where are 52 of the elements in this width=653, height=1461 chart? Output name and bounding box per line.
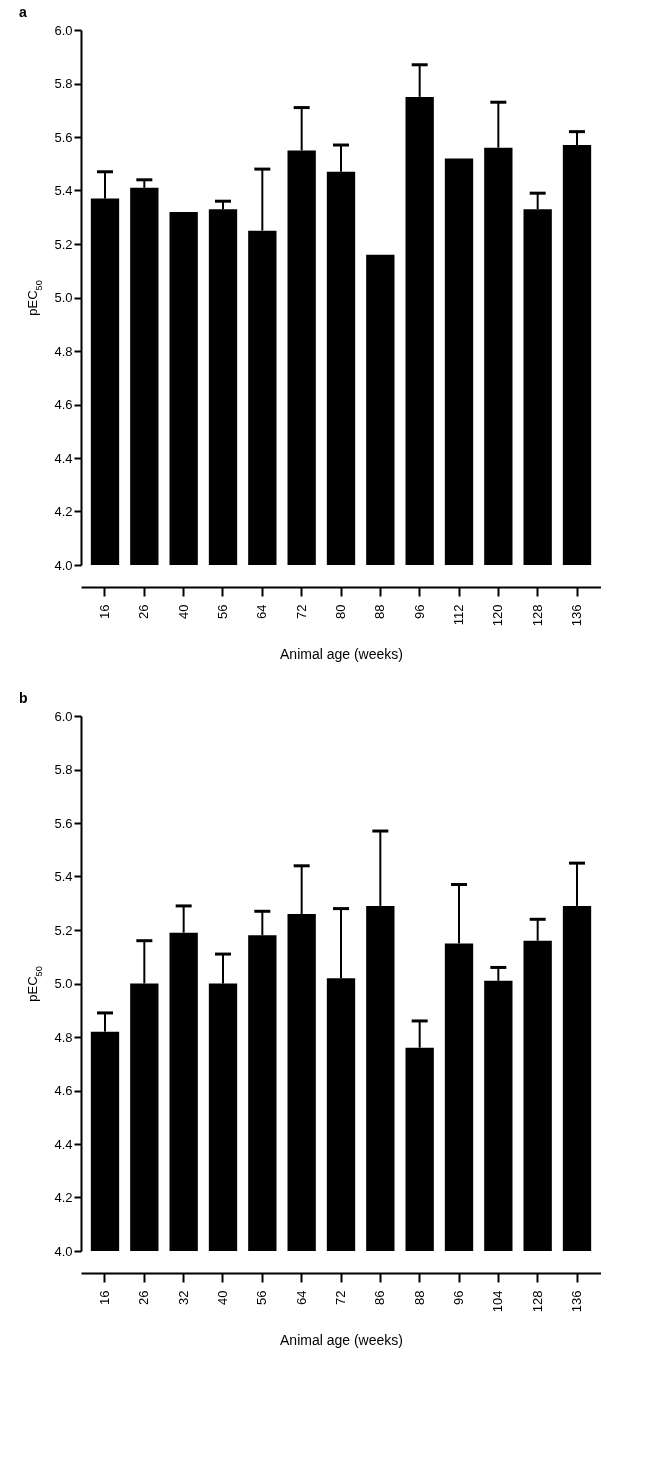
x-tick-label: 86	[372, 1290, 388, 1305]
y-tick-label: 4.8	[54, 1029, 73, 1045]
y-tick-label: 5.4	[54, 869, 73, 884]
y-tick-label: 4.2	[54, 504, 73, 519]
x-tick-label: 112	[451, 604, 466, 626]
y-tick-label: 5.2	[54, 236, 73, 252]
y-tick-label: 4.4	[54, 450, 73, 466]
y-tick-label: 6.0	[54, 22, 73, 38]
y-tick-label: 4.0	[54, 557, 73, 573]
x-tick-label: 72	[333, 1290, 348, 1305]
y-tick-label: 5.0	[54, 290, 73, 305]
x-tick-label: 88	[372, 604, 388, 619]
x-tick-label: 88	[411, 1290, 427, 1305]
x-tick-label: 96	[451, 1290, 466, 1305]
x-tick-label: 128	[529, 604, 545, 627]
y-tick-label: 5.6	[54, 129, 73, 145]
y-tick-label: 5.8	[54, 76, 73, 91]
x-tick-label: 40	[215, 1290, 230, 1305]
y-tick-label: 5.6	[54, 815, 73, 831]
x-tick-label: 80	[333, 604, 348, 619]
x-tick-label: 104	[490, 1290, 506, 1313]
x-tick-label: 64	[254, 604, 270, 619]
x-tick-label: 56	[215, 604, 230, 619]
chart-title: a	[18, 4, 27, 20]
x-tick-label: 56	[254, 1290, 270, 1305]
x-tick-label: 128	[529, 1290, 545, 1313]
x-tick-label: 32	[175, 1290, 191, 1305]
chart-title: b	[18, 690, 28, 706]
y-tick-label: 4.8	[54, 343, 73, 359]
y-tick-label: 5.2	[54, 922, 73, 938]
x-tick-label: 26	[136, 604, 152, 619]
y-tick-label: 4.2	[54, 1190, 73, 1205]
x-tick-label: 16	[96, 604, 112, 619]
x-tick-label: 136	[569, 1290, 585, 1313]
y-tick-label: 5.8	[54, 762, 73, 777]
x-tick-label: 26	[136, 1290, 152, 1305]
y-tick-label: 4.0	[54, 1243, 73, 1259]
y-tick-label: 4.6	[54, 397, 73, 412]
y-tick-label: 6.0	[54, 708, 73, 724]
x-tick-label: 40	[175, 604, 191, 619]
x-tick-label: 72	[293, 604, 309, 619]
x-tick-label: 96	[411, 604, 427, 619]
x-tick-label: 120	[490, 604, 506, 627]
x-tick-label: 16	[96, 1290, 112, 1305]
y-tick-label: 4.4	[54, 1136, 73, 1152]
x-tick-label: 136	[569, 604, 585, 627]
y-tick-label: 5.0	[54, 976, 73, 991]
y-tick-label: 5.4	[54, 183, 73, 198]
x-axis-title: Animal age (weeks)	[280, 646, 403, 663]
x-axis-title: Animal age (weeks)	[280, 1332, 403, 1349]
x-tick-label: 64	[293, 1290, 309, 1305]
y-tick-label: 4.6	[54, 1083, 73, 1098]
